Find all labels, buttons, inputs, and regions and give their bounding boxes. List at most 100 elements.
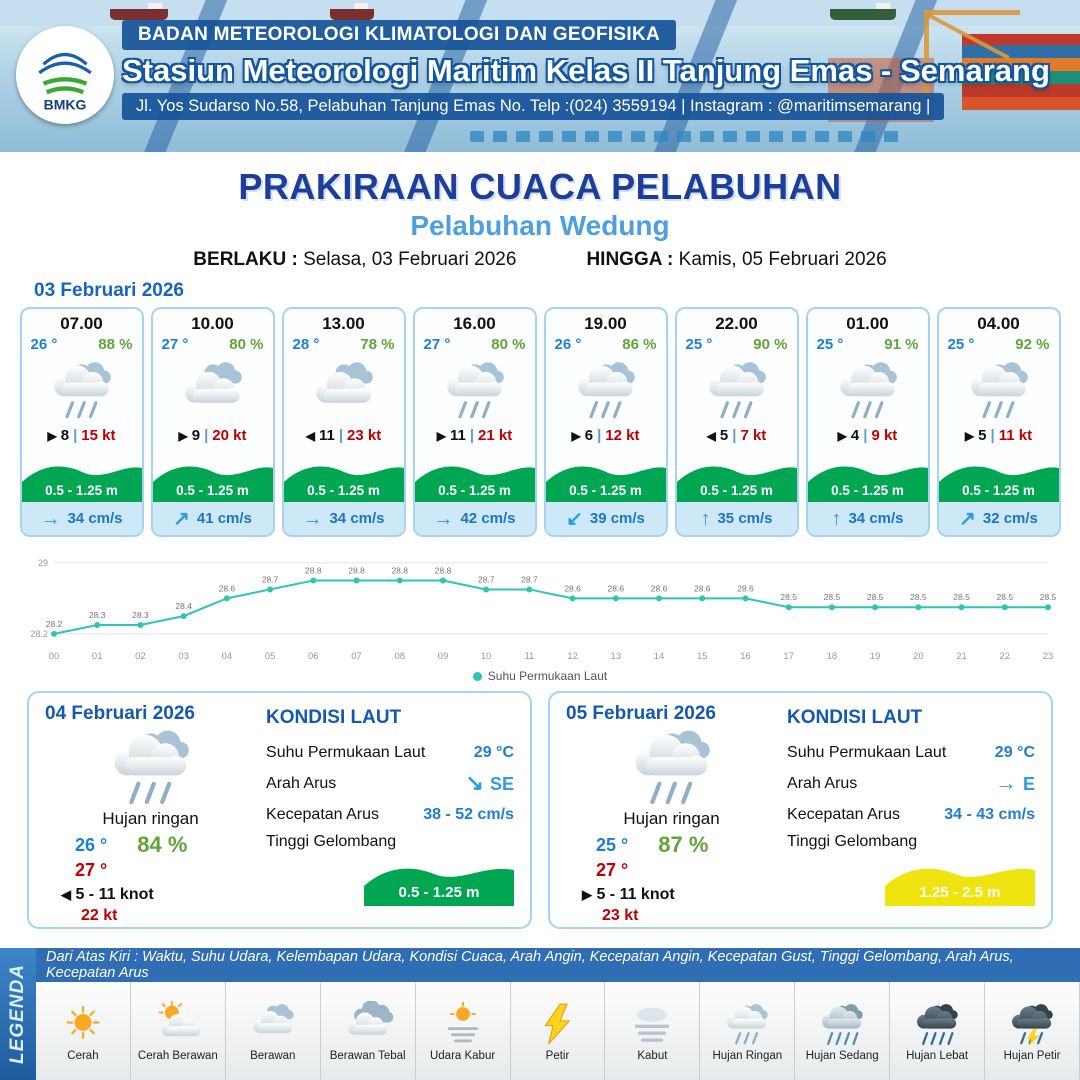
waiting-seats (470, 131, 900, 142)
wind-row: ▶ 8 | 15 kt (22, 427, 142, 447)
wave-height-band: 0.5 - 1.25 m (545, 458, 666, 502)
svg-text:22: 22 (999, 651, 1010, 662)
wave-height: 0.5 - 1.25 m (700, 483, 773, 498)
wind-direction-icon: ▶ (436, 428, 446, 443)
wind-row: ◀ 5 | 7 kt (677, 427, 797, 447)
svg-text:01: 01 (92, 651, 103, 662)
org-name: BADAN METEOROLOGI KLIMATOLOGI DAN GEOFIS… (122, 20, 677, 50)
wind-direction-icon: ▶ (571, 428, 581, 443)
current-speed: 42 cm/s (460, 510, 516, 527)
wind-direction-icon: ▶ (582, 887, 592, 902)
svg-text:17: 17 (783, 651, 794, 662)
wind-speed: 9 (191, 427, 201, 444)
current-speed: 35 cm/s (717, 510, 773, 527)
time-label: 22.00 (715, 314, 758, 333)
temperature: 26 ° (30, 336, 58, 353)
svg-text:28.3: 28.3 (89, 610, 106, 620)
temp-min: 26 ° (75, 834, 108, 855)
wave-height-band: 0.5 - 1.25 m (283, 458, 404, 502)
current-row: → 34 cm/s (21, 502, 142, 535)
wave-height: 0.5 - 1.25 m (438, 483, 511, 498)
separator: | (732, 427, 737, 444)
wind-speed: 11 (449, 427, 466, 444)
humidity: 80 % (491, 336, 526, 353)
current-direction-label: Arah Arus (266, 774, 337, 792)
valid-from-value: Selasa, 03 Februari 2026 (303, 249, 517, 270)
svg-text:28.6: 28.6 (737, 583, 754, 593)
wave-height: 1.25 - 2.5 m (919, 884, 1001, 901)
current-speed: 34 cm/s (848, 510, 904, 527)
svg-text:00: 00 (49, 651, 60, 662)
sst-value: 29 °C (994, 743, 1035, 761)
svg-text:05: 05 (265, 651, 276, 662)
current-direction-icon: ↑ (831, 507, 842, 530)
condition-label: Hujan ringan (102, 809, 199, 828)
forecast-card: 10.00 27 ° 80 % ▶ 9 | 20 kt 0.5 - 1.25 m ↗ 41… (150, 307, 275, 537)
svg-text:28.7: 28.7 (262, 574, 279, 584)
humidity: 90 % (753, 336, 788, 353)
legend-item-label: Hujan Ringan (712, 1049, 783, 1062)
gust-speed: 9 kt (871, 427, 898, 444)
current-speed: 38 - 52 cm/s (423, 805, 514, 823)
wind-row: ▶ 4 | 9 kt (808, 427, 928, 447)
sea-conditions: KONDISI LAUT Suhu Permukaan Laut 29 °C A… (787, 703, 1035, 917)
current-row: ↗ 41 cm/s (152, 502, 273, 535)
legend-item: Udara Kabur (415, 982, 511, 1080)
svg-text:29: 29 (38, 558, 48, 568)
svg-text:18: 18 (827, 651, 838, 662)
wind-row: ◀ 11 | 23 kt (284, 427, 404, 447)
forecast-card: 19.00 26 ° 86 % ▶ 6 | 12 kt 0.5 - 1.25 m ↙ 39… (543, 307, 668, 537)
temp-max: 27 ° (75, 860, 108, 880)
forecast-card: 16.00 27 ° 80 % ▶ 11 | 21 kt 0.5 - 1.25 m → 4… (412, 307, 537, 537)
valid-to-value: Kamis, 05 Februari 2026 (678, 249, 887, 270)
sea-conditions-heading: KONDISI LAUT (787, 707, 923, 728)
current-speed: 41 cm/s (196, 510, 252, 527)
current-speed-label: Kecepatan Arus (787, 805, 901, 823)
legend-item-label: Berawan Tebal (329, 1049, 406, 1062)
sst-chart: 29 28.228.2 00 28.3 01 28.3 02 28.4 03 28.6 04 28.7… (30, 558, 1056, 662)
humidity: 78 % (360, 336, 395, 353)
svg-text:02: 02 (135, 651, 146, 662)
sst-label: Suhu Permukaan Laut (787, 743, 947, 761)
legend-item: Hujan Lebat (890, 982, 986, 1080)
current-direction-icon: → (994, 770, 1017, 795)
svg-text:03: 03 (178, 651, 189, 662)
rain-icon (546, 353, 666, 427)
svg-text:28.5: 28.5 (953, 592, 970, 602)
hourly-forecast-row: 07.00 26 ° 88 % ▶ 8 | 15 kt 0.5 - 1.25 m → 34… (0, 307, 1080, 537)
wind-direction-icon: ▶ (178, 428, 188, 443)
current-speed: 34 cm/s (329, 510, 385, 527)
svg-text:16: 16 (740, 651, 751, 662)
current-speed: 32 cm/s (982, 510, 1038, 527)
lightning-icon (531, 1001, 583, 1047)
legend-item-label: Kabut (637, 1049, 668, 1062)
gust-speed: 23 kt (602, 907, 639, 924)
separator: | (990, 427, 995, 444)
wave-height-graphic: 1.25 - 2.5 m (885, 856, 1035, 906)
svg-text:19: 19 (870, 651, 881, 662)
page-title: PRAKIRAAN CUACA PELABUHAN (238, 166, 842, 207)
svg-text:07: 07 (351, 651, 362, 662)
sun-cloud-icon (152, 1001, 204, 1047)
rain-icon (22, 353, 142, 427)
legend-dot-icon (472, 671, 482, 681)
wind-speed: 8 (60, 427, 70, 444)
svg-text:14: 14 (654, 651, 665, 662)
current-row: → 42 cm/s (414, 502, 535, 535)
sea-conditions: KONDISI LAUT Suhu Permukaan Laut 29 °C A… (266, 703, 514, 917)
valid-from-label: BERLAKU : (193, 249, 298, 270)
legend-section: LEGENDA Dari Atas Kiri : Waktu, Suhu Uda… (0, 948, 1080, 1080)
current-direction-icon: ↙ (566, 507, 583, 530)
humidity: 84 % (137, 832, 188, 857)
humidity: 80 % (229, 336, 264, 353)
temperature: 27 ° (423, 336, 451, 353)
wave-height: 0.5 - 1.25 m (176, 483, 249, 498)
rain-icon (677, 353, 797, 427)
wind-direction-icon: ▶ (964, 428, 975, 443)
legend-item: Berawan Tebal (320, 982, 416, 1080)
rain-icon (808, 353, 928, 427)
validity-row: BERLAKU : Selasa, 03 Februari 2026 HINGG… (0, 249, 1080, 271)
legend-item: Cerah (36, 982, 131, 1080)
legend-title: LEGENDA (7, 964, 28, 1064)
temperature: 25 ° (685, 336, 713, 353)
